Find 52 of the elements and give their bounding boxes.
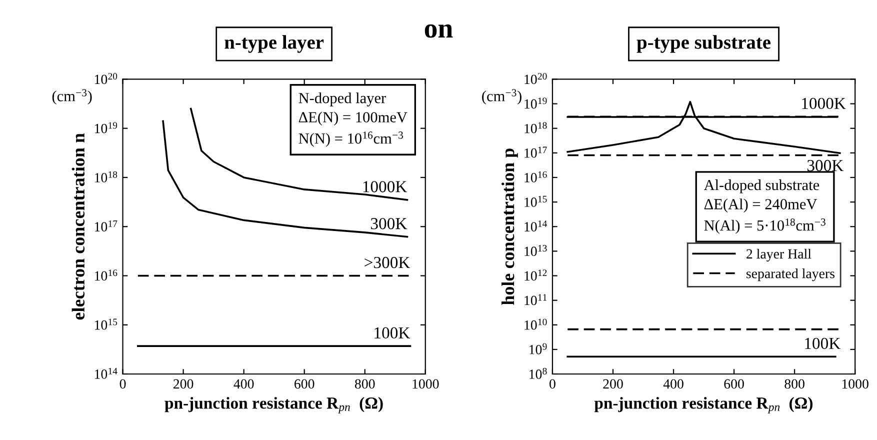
x-tick-label: 1000 <box>842 379 868 389</box>
y-tick-label: 10$^{17}$ <box>94 220 118 232</box>
x-axis-title: pn-junction resistance R$_{pn}$ (Ω) <box>164 397 383 414</box>
x-tick-label: 800 <box>784 379 804 389</box>
y-tick-label: 10$^{19}$ <box>94 122 118 134</box>
x-tick-label: 400 <box>234 379 254 389</box>
text: (cm$^{−3}$) <box>482 89 522 104</box>
annotation: N-doped layer ΔE(N) = 100meV N(N) = 10$^{16}$cm$^{−3}$ <box>298 92 408 147</box>
series-label: >300K <box>364 256 410 268</box>
legend-label: 300K <box>370 218 408 230</box>
legend-label: 2 layer Hall <box>746 248 812 262</box>
x-tick-label: 200 <box>603 379 623 389</box>
y-tick-label: 10$^{8}$ <box>530 368 547 379</box>
annotation: 1000K <box>802 98 846 110</box>
y-tick-label: 10$^{9}$ <box>530 343 547 354</box>
text: (cm$^{−3}$) <box>52 89 92 104</box>
legend-label: 100K <box>374 327 410 339</box>
x-tick-label: 0 <box>120 379 126 389</box>
annotation: Al-doped substrate ΔE(Al) = 240meV N(Al) = 5·10$^{18}$cm$^{−3}$ <box>704 179 826 234</box>
x-tick-label: 1000 <box>412 379 439 389</box>
y-tick-label: 10$^{12}$ <box>524 270 547 281</box>
y-tick-label: 10$^{15}$ <box>524 196 547 207</box>
chart-title: p-type substrate <box>636 35 771 53</box>
y-tick-label: 10$^{10}$ <box>524 318 547 330</box>
annotation: 300K <box>807 160 844 172</box>
x-tick-label: 0 <box>550 379 556 389</box>
x-tick-label: 800 <box>354 379 375 389</box>
y-tick-label: 10$^{16}$ <box>94 270 118 281</box>
annotation: 100K <box>805 338 840 350</box>
x-tick-label: 200 <box>173 379 194 389</box>
y-tick-label: 10$^{20}$ <box>524 73 547 84</box>
legend-label: separated layers <box>746 268 834 282</box>
y-tick-label: 10$^{18}$ <box>94 171 118 182</box>
x-tick-label: 400 <box>663 379 684 389</box>
y-axis-title: hole concentration p <box>502 148 518 305</box>
text: on <box>424 24 453 38</box>
y-axis-title: electron concentration n <box>72 133 85 320</box>
y-tick-label: 10$^{18}$ <box>524 122 547 134</box>
y-tick-label: 10$^{14}$ <box>524 220 548 232</box>
x-tick-label: 600 <box>724 379 744 389</box>
x-tick-label: 600 <box>294 379 314 389</box>
y-tick-label: 10$^{11}$ <box>524 294 547 306</box>
chart-title: n-type layer <box>224 35 324 53</box>
y-tick-label: 10$^{19}$ <box>524 98 547 109</box>
x-axis-title: pn-junction resistance R$_{pn}$ (Ω) <box>594 397 812 414</box>
y-tick-label: 10$^{13}$ <box>524 245 547 256</box>
y-tick-label: 10$^{17}$ <box>524 146 547 158</box>
y-tick-label: 10$^{14}$ <box>94 368 118 379</box>
y-tick-label: 10$^{16}$ <box>524 171 547 182</box>
y-tick-label: 10$^{20}$ <box>94 73 118 84</box>
legend-label: 1000K <box>363 181 408 192</box>
y-tick-label: 10$^{15}$ <box>94 318 118 330</box>
